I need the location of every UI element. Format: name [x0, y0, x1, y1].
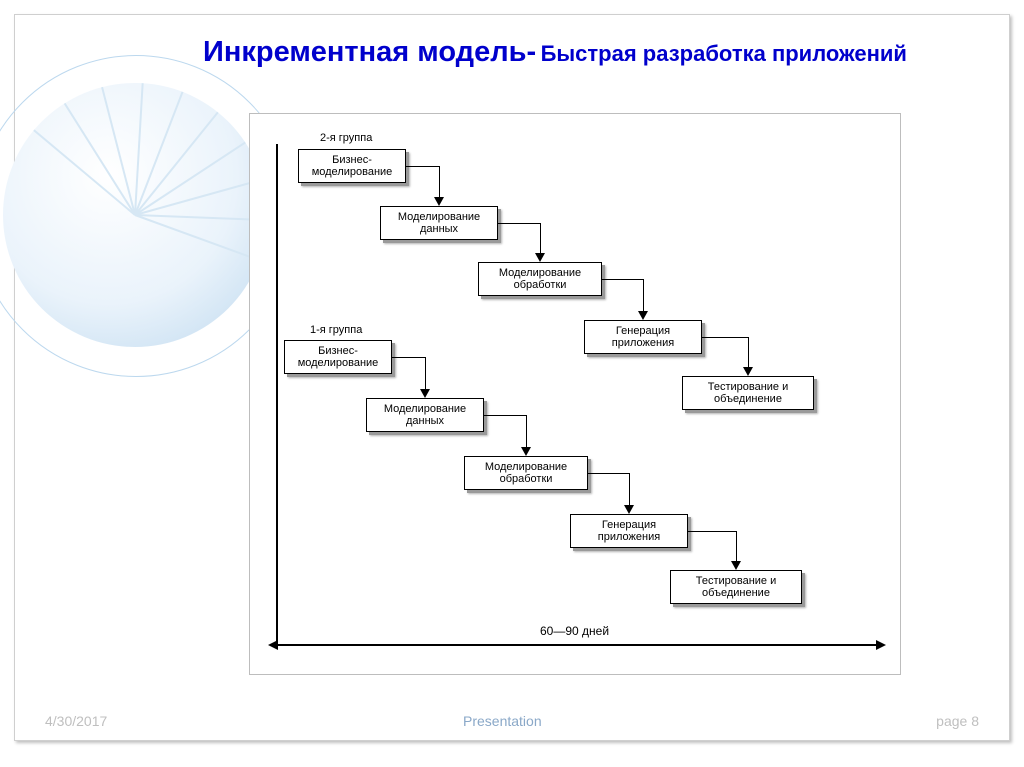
flow-node-n1-4: Генерация приложения: [570, 514, 688, 548]
edge-h-n1-1-n1-2: [392, 357, 425, 358]
edge-arrow-n2-1-n2-2-icon: [434, 197, 444, 206]
edge-h-n1-2-n1-3: [484, 415, 526, 416]
edge-arrow-n2-3-n2-4-icon: [638, 311, 648, 320]
footer-date: 4/30/2017: [45, 713, 107, 729]
timeline-axis: [276, 644, 878, 646]
edge-v-n1-2-n1-3: [526, 415, 527, 448]
edge-v-n1-3-n1-4: [629, 473, 630, 506]
edge-arrow-n1-1-n1-2-icon: [420, 389, 430, 398]
edge-arrow-n1-4-n1-5-icon: [731, 561, 741, 570]
edge-v-n2-4-n2-5: [748, 337, 749, 368]
title-main: Инкрементная модель-: [203, 36, 536, 68]
edge-arrow-n1-2-n1-3-icon: [521, 447, 531, 456]
flowchart-diagram: 60—90 дней 2-я группа 1-я группа Бизнес-мо…: [249, 113, 901, 675]
edge-v-n2-3-n2-4: [643, 279, 644, 312]
edge-v-n2-1-n2-2: [439, 166, 440, 198]
edge-arrow-n2-4-n2-5-icon: [743, 367, 753, 376]
edge-h-n2-3-n2-4: [602, 279, 643, 280]
deco-inner-circle: [3, 83, 267, 347]
edge-h-n2-2-n2-3: [498, 223, 540, 224]
footer-title: Presentation: [463, 713, 542, 729]
edge-arrow-n2-2-n2-3-icon: [535, 253, 545, 262]
edge-h-n1-4-n1-5: [688, 531, 736, 532]
slide-title: Инкрементная модель- Быстрая разработка …: [203, 37, 973, 67]
flow-node-n2-1: Бизнес-моделирование: [298, 149, 406, 183]
flow-node-n2-3: Моделирование обработки: [478, 262, 602, 296]
edge-h-n2-1-n2-2: [406, 166, 439, 167]
slide-frame: Инкрементная модель- Быстрая разработка …: [14, 14, 1010, 741]
edge-h-n1-3-n1-4: [588, 473, 629, 474]
edge-v-n2-2-n2-3: [540, 223, 541, 254]
flow-node-n1-5: Тестирование и объединение: [670, 570, 802, 604]
timeline-arrow-left-icon: [268, 640, 278, 650]
edge-h-n2-4-n2-5: [702, 337, 748, 338]
timeline-arrow-right-icon: [876, 640, 886, 650]
axis-y: [276, 144, 278, 644]
flow-node-n2-4: Генерация приложения: [584, 320, 702, 354]
edge-arrow-n1-3-n1-4-icon: [624, 505, 634, 514]
edge-v-n1-4-n1-5: [736, 531, 737, 562]
flow-node-n2-5: Тестирование и объединение: [682, 376, 814, 410]
timeline-label: 60—90 дней: [540, 624, 609, 638]
flow-node-n2-2: Моделирование данных: [380, 206, 498, 240]
title-sub: Быстрая разработка приложений: [541, 41, 907, 66]
flow-node-n1-1: Бизнес-моделирование: [284, 340, 392, 374]
group-label-g1: 1-я группа: [310, 324, 362, 336]
edge-v-n1-1-n1-2: [425, 357, 426, 390]
flow-node-n1-3: Моделирование обработки: [464, 456, 588, 490]
group-label-g2: 2-я группа: [320, 132, 372, 144]
footer-page: page 8: [936, 713, 979, 729]
flow-node-n1-2: Моделирование данных: [366, 398, 484, 432]
